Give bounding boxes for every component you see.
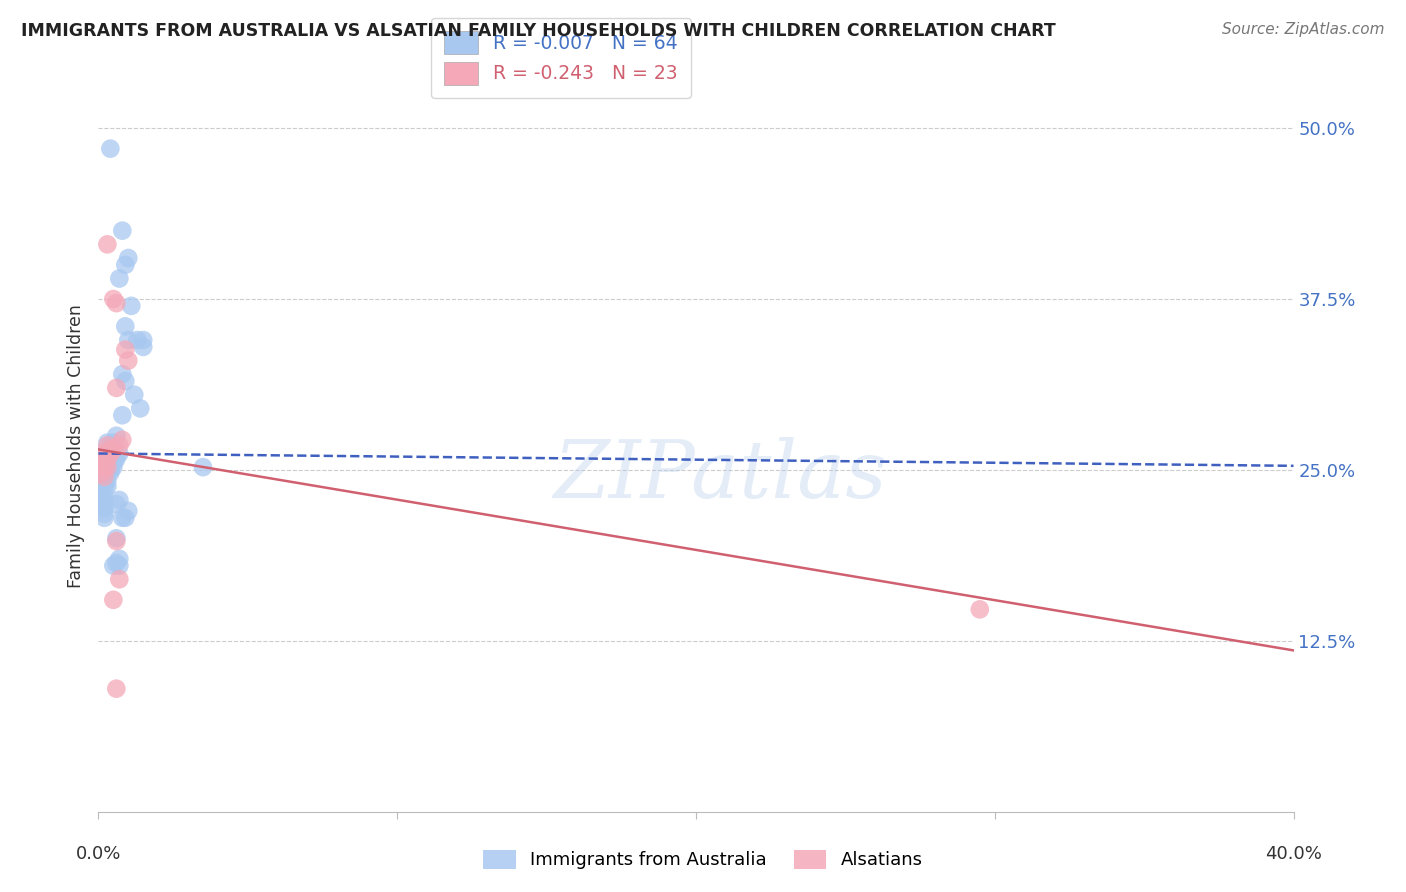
Point [93,456,115,470]
Point [105,429,128,443]
Point [105,296,128,310]
Point [108,271,131,285]
Point [969,602,991,616]
Point [90,474,112,488]
Point [114,319,136,334]
Point [114,374,136,388]
Point [98,463,122,477]
Point [90,479,112,493]
Point [93,483,115,498]
Text: 40.0%: 40.0% [1265,845,1322,863]
Point [111,510,134,524]
Point [117,333,139,347]
Point [90,466,112,480]
Point [124,388,146,402]
Point [103,456,125,470]
Point [103,292,125,306]
Point [108,558,131,573]
Point [90,460,112,475]
Point [111,409,134,423]
Point [105,681,128,696]
Point [108,551,131,566]
Point [96,466,118,480]
Point [98,446,122,460]
Point [108,572,131,586]
Point [117,251,139,265]
Point [96,435,118,450]
Point [117,353,139,368]
Point [114,510,136,524]
Point [105,452,128,467]
Legend: Immigrants from Australia, Alsatians: Immigrants from Australia, Alsatians [474,841,932,879]
Point [93,446,115,460]
Y-axis label: Family Households with Children: Family Households with Children [66,304,84,588]
Point [132,340,155,354]
Point [98,142,122,156]
Point [114,343,136,357]
Point [103,435,125,450]
Point [93,469,115,483]
Point [191,460,214,475]
Point [105,449,128,463]
Point [98,442,122,457]
Point [90,452,112,467]
Point [105,534,128,549]
Point [96,438,118,452]
Point [93,510,115,524]
Text: ZIPatlas: ZIPatlas [553,436,887,514]
Point [96,479,118,493]
Point [90,456,112,470]
Point [120,299,142,313]
Point [93,476,115,491]
Point [111,368,134,382]
Point [98,438,122,452]
Point [98,442,122,457]
Point [103,592,125,607]
Point [103,558,125,573]
Point [96,474,118,488]
Point [90,466,112,480]
Point [105,531,128,545]
Point [127,333,149,347]
Legend: R = -0.007   N = 64, R = -0.243   N = 23: R = -0.007 N = 64, R = -0.243 N = 23 [432,19,690,98]
Point [90,446,112,460]
Point [93,507,115,521]
Point [105,497,128,511]
Point [111,433,134,447]
Point [108,438,131,452]
Point [96,460,118,475]
Text: IMMIGRANTS FROM AUSTRALIA VS ALSATIAN FAMILY HOUSEHOLDS WITH CHILDREN CORRELATIO: IMMIGRANTS FROM AUSTRALIA VS ALSATIAN FA… [21,22,1056,40]
Point [93,501,115,516]
Point [93,452,115,467]
Point [93,493,115,508]
Point [93,463,115,477]
Point [96,237,118,252]
Point [96,460,118,475]
Point [105,556,128,570]
Point [93,449,115,463]
Point [93,469,115,483]
Point [98,466,122,480]
Point [93,460,115,475]
Point [108,446,131,460]
Point [114,258,136,272]
Point [111,224,134,238]
Point [103,442,125,457]
Point [103,442,125,457]
Point [117,504,139,518]
Point [90,493,112,508]
Point [103,460,125,475]
Point [90,487,112,501]
Point [105,381,128,395]
Point [132,333,155,347]
Point [96,452,118,467]
Text: 0.0%: 0.0% [76,845,121,863]
Point [129,401,152,416]
Text: Source: ZipAtlas.com: Source: ZipAtlas.com [1222,22,1385,37]
Point [108,493,131,508]
